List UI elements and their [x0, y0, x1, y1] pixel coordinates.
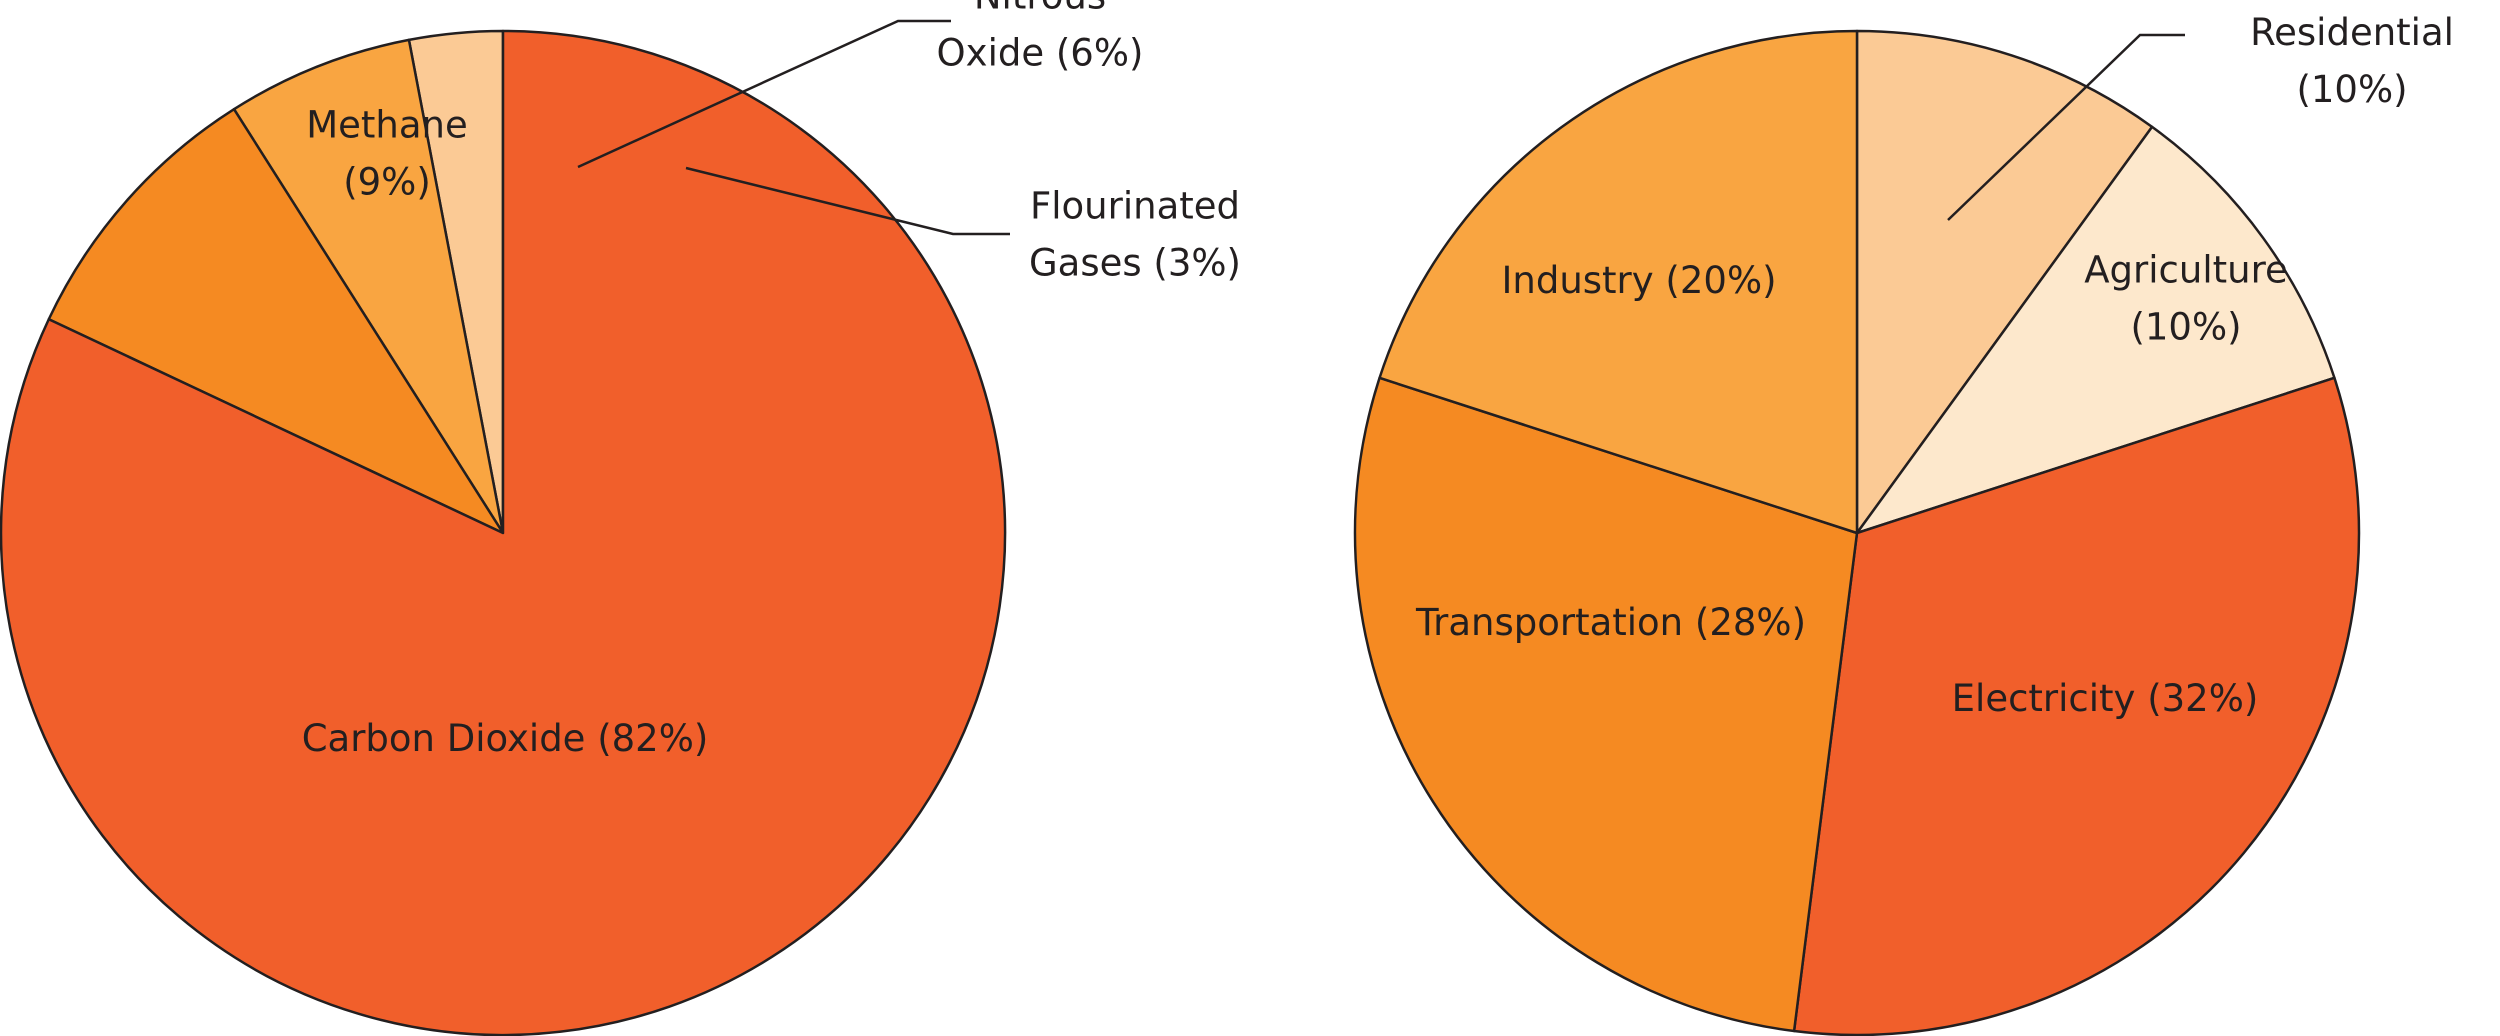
label-nitrous-oxide: Nitrous Oxide (6%) [937, 0, 1144, 74]
label-agriculture: Agriculture (10%) [2084, 248, 2287, 348]
slice-transportation [1353, 376, 1859, 1033]
label-line: Carbon Dioxide (82%) [302, 717, 709, 760]
label-commercial-and-residential: Commercial &Residential(10%) [2221, 0, 2483, 111]
slice-commercial-and-residential [1855, 29, 2154, 535]
slice-nitrous-oxide [232, 38, 505, 535]
label-line: Nitrous [974, 0, 1106, 17]
label-line: (9%) [343, 160, 431, 203]
label-line: Methane [306, 103, 468, 146]
label-line: Industry (20%) [1501, 259, 1776, 302]
leader-line-commercial-and-residential [1947, 33, 2185, 221]
pie-slices [1353, 29, 2361, 1036]
slice-agriculture [1855, 125, 2336, 535]
label-line: Residential [2250, 11, 2454, 54]
slice-industry [1378, 29, 1859, 535]
leader-line-flourinated-gases [685, 166, 1010, 236]
label-line: Oxide (6%) [937, 31, 1144, 74]
label-flourinated-gases: Flourinated Gases (3%) [1029, 184, 1241, 284]
pie-slices [0, 29, 1007, 1036]
label-line: Gases (3%) [1029, 241, 1241, 284]
label-line: Electricity (32%) [1952, 677, 2259, 720]
label-line: Flourinated [1030, 184, 1240, 227]
label-transportation: Transportation (28%) [1415, 601, 1806, 644]
leader-line-nitrous-oxide [577, 19, 951, 169]
label-line: Agriculture [2084, 248, 2287, 291]
label-electricity: Electricity (32%) [1952, 677, 2259, 720]
label-line: (10%) [2296, 68, 2407, 111]
economic-sector-pie-chart: Electricity (32%) Transportation (28%) Ind… [1353, 0, 2483, 1036]
label-line: Transportation (28%) [1415, 601, 1806, 644]
slice-methane [47, 107, 505, 535]
gas-type-pie-chart: Carbon Dioxide (82%) Methane (9%) Nitrous Ox… [0, 0, 1241, 1036]
label-methane: Methane (9%) [306, 103, 468, 203]
label-industry: Industry (20%) [1501, 259, 1776, 302]
label-carbon-dioxide: Carbon Dioxide (82%) [302, 717, 709, 760]
label-line: (10%) [2130, 305, 2241, 348]
slice-carbon-dioxide [0, 29, 1007, 1036]
slice-electricity [1792, 376, 2361, 1036]
